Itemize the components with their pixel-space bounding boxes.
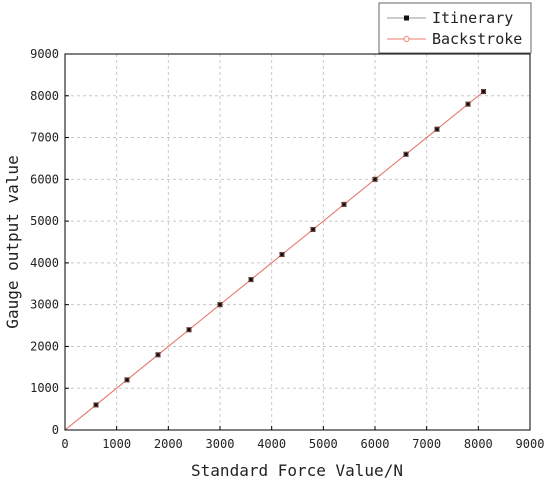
y-tick-label: 8000: [30, 89, 59, 103]
grid: [65, 54, 530, 430]
series-point-1: [155, 352, 161, 358]
legend-marker-1: [403, 36, 410, 42]
series-point-1: [124, 377, 130, 383]
series-point-0: [403, 151, 409, 157]
y-tick-label: 5000: [30, 214, 59, 228]
series-point-0: [465, 101, 471, 107]
series-point-0: [310, 226, 316, 232]
legend: Itinerary Backstroke: [378, 2, 532, 54]
axis-ticks: 0 1000 2000 3000 4000 5000 6000 7000 8000 9000 0 10…: [30, 47, 544, 451]
series-point-0: [217, 302, 223, 308]
series-point-0: [124, 377, 130, 383]
y-tick-label: 0: [52, 423, 59, 437]
series-point-1: [372, 176, 378, 182]
series-point-0: [186, 327, 192, 333]
x-tick-label: 6000: [361, 437, 390, 451]
series-point-0: [434, 126, 440, 132]
x-tick-label: 3000: [206, 437, 235, 451]
y-tick-label: 9000: [30, 47, 59, 61]
series-point-0: [279, 252, 285, 258]
series-point-0: [93, 402, 99, 408]
series-point-1: [310, 226, 316, 233]
x-tick-label: 1000: [102, 437, 131, 451]
series-point-0: [155, 352, 161, 358]
x-tick-label: 5000: [309, 437, 338, 451]
series-point-1: [248, 276, 254, 283]
x-tick-label: 8000: [464, 437, 493, 451]
y-tick-label: 7000: [30, 131, 59, 145]
x-tick-label: 0: [61, 437, 68, 451]
series-point-1: [217, 302, 223, 308]
series-point-1: [465, 101, 471, 107]
legend-label-1: Backstroke: [432, 30, 522, 48]
legend-box: [378, 2, 532, 54]
x-tick-label: 7000: [412, 437, 441, 451]
series-point-1: [403, 151, 409, 157]
y-tick-label: 4000: [30, 256, 59, 270]
y-axis-title: Gauge output value: [3, 155, 22, 328]
series-point-1: [341, 201, 347, 207]
series-point-1: [434, 126, 440, 132]
series-point-0: [341, 201, 347, 207]
series-point-1: [480, 89, 487, 95]
x-tick-label: 4000: [257, 437, 286, 451]
plot-frame: [64, 53, 531, 431]
x-tick-label: 9000: [516, 437, 545, 451]
series-point-0: [372, 176, 378, 182]
y-tick-label: 1000: [30, 381, 59, 395]
series-point-0: [481, 89, 486, 95]
series-point-1: [186, 327, 192, 333]
y-tick-label: 3000: [30, 298, 59, 312]
plot-series: [64, 89, 487, 431]
series-point-1: [279, 251, 285, 258]
legend-marker-0: [404, 15, 409, 21]
x-tick-label: 2000: [154, 437, 183, 451]
y-tick-label: 2000: [30, 339, 59, 353]
x-axis-title: Standard Force Value/N: [191, 461, 403, 480]
y-tick-label: 6000: [30, 172, 59, 186]
series-point-0: [248, 277, 254, 283]
legend-label-0: Itinerary: [432, 9, 513, 27]
series-point-1: [93, 402, 99, 408]
